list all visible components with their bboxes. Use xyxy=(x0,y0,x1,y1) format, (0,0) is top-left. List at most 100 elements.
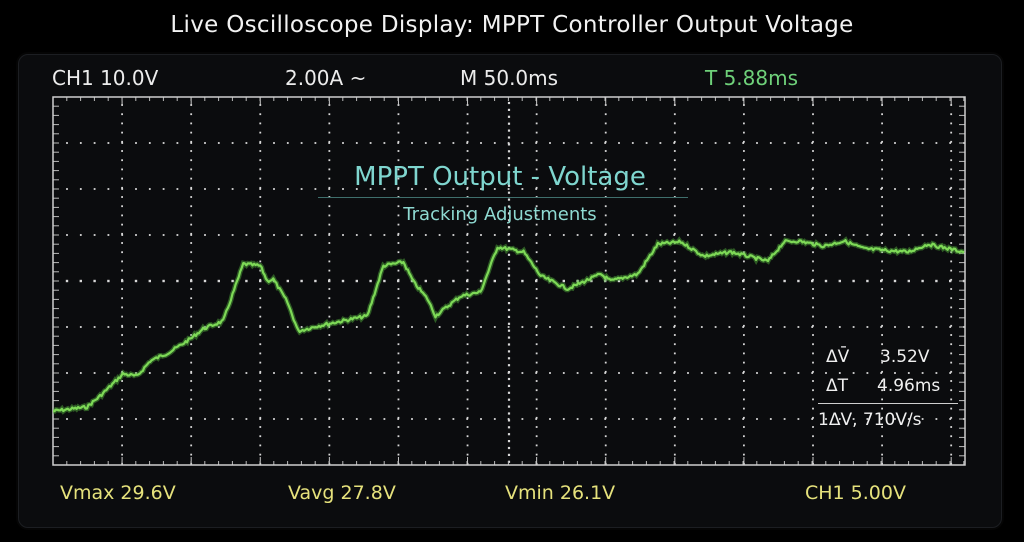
grid-dot xyxy=(535,131,538,134)
grid-dot xyxy=(950,407,953,410)
grid-dot xyxy=(397,416,400,419)
grid-dot xyxy=(217,279,220,283)
grid-dot xyxy=(466,150,469,152)
grid-dot xyxy=(79,326,82,328)
grid-dot xyxy=(162,142,165,144)
grid-dot xyxy=(604,297,607,300)
grid-dot xyxy=(397,205,400,208)
grid-dot xyxy=(535,188,538,190)
grid-dot xyxy=(769,234,772,236)
grid-dot xyxy=(880,418,883,420)
grid-dot xyxy=(631,372,634,374)
grid-center-dot xyxy=(507,288,511,291)
grid-dot xyxy=(328,372,331,374)
grid-dot xyxy=(259,352,262,355)
grid-dot xyxy=(812,380,814,382)
grid-dot xyxy=(397,418,400,420)
grid-dot xyxy=(259,444,262,447)
grid-dot xyxy=(743,297,745,300)
grid-dot xyxy=(121,407,123,410)
grid-dot xyxy=(466,361,469,364)
grid-dot xyxy=(480,142,482,144)
grid-dot xyxy=(452,188,455,190)
grid-center-dot xyxy=(507,419,511,422)
grid-dot xyxy=(397,453,400,456)
grid-dot xyxy=(881,297,883,300)
grid-dot xyxy=(576,142,579,144)
grid-dot xyxy=(893,279,897,283)
grid-dot xyxy=(631,142,634,144)
grid-dot xyxy=(700,326,703,328)
grid-dot xyxy=(783,234,786,236)
grid-dot xyxy=(659,326,662,328)
grid-dot xyxy=(812,416,814,419)
grid-dot xyxy=(852,188,855,190)
grid-dot xyxy=(673,334,676,336)
grid-dot xyxy=(700,418,703,420)
grid-dot xyxy=(881,352,883,355)
grid-dot xyxy=(493,279,496,283)
grid-dot xyxy=(259,435,262,438)
grid-dot xyxy=(604,315,607,318)
grid-dot xyxy=(743,288,745,290)
grid-dot xyxy=(604,140,607,143)
grid-dot xyxy=(866,188,869,190)
grid-dot xyxy=(397,326,400,328)
grid-dot xyxy=(852,142,855,144)
grid-dot xyxy=(259,177,262,180)
grid-dot xyxy=(743,334,745,336)
grid-dot xyxy=(576,372,579,374)
grid-dot xyxy=(673,223,676,226)
grid-dot xyxy=(825,418,827,420)
grid-dot xyxy=(604,453,607,456)
grid-dot xyxy=(535,159,538,162)
grid-dot xyxy=(190,444,193,447)
grid-dot xyxy=(950,232,953,235)
grid-dot xyxy=(286,234,289,236)
grid-dot xyxy=(397,186,400,189)
grid-dot xyxy=(880,279,883,283)
plot-title: MPPT Output - Voltage xyxy=(354,162,646,192)
grid-dot xyxy=(452,279,455,283)
grid-dot xyxy=(245,142,248,144)
grid-dot xyxy=(811,418,814,420)
grid-dot xyxy=(535,122,538,125)
grid-dot xyxy=(328,122,331,125)
grid-dot xyxy=(121,150,123,152)
grid-dot xyxy=(812,297,814,300)
grid-center-dot xyxy=(507,281,511,284)
grid-dot xyxy=(825,326,827,328)
grid-dot xyxy=(755,279,759,283)
grid-center-dot xyxy=(507,219,511,222)
grid-dot xyxy=(535,352,538,355)
grid-center-dot xyxy=(507,440,511,443)
grid-dot xyxy=(397,113,400,116)
grid-dot xyxy=(881,168,883,171)
grid-dot xyxy=(921,372,924,374)
grid-dot xyxy=(618,418,620,420)
grid-dot xyxy=(107,142,110,144)
grid-dot xyxy=(493,188,496,190)
grid-dot xyxy=(535,288,538,290)
grid-dot xyxy=(190,242,193,244)
grid-dot xyxy=(604,131,607,134)
grid-dot xyxy=(190,113,193,116)
grid-dot xyxy=(673,435,676,438)
grid-dot xyxy=(535,398,538,401)
grid-dot xyxy=(411,326,413,328)
grid-dot xyxy=(135,418,137,420)
grid-dot xyxy=(190,188,193,190)
grid-dot xyxy=(812,251,814,254)
grid-dot xyxy=(604,370,607,373)
grid-dot xyxy=(576,234,579,236)
grid-dot xyxy=(812,140,814,143)
grid-dot xyxy=(259,214,262,217)
grid-center-dot xyxy=(507,267,511,270)
grid-dot xyxy=(881,343,883,346)
grid-dot xyxy=(950,150,953,152)
grid-dot xyxy=(466,324,469,327)
grid-dot xyxy=(535,407,538,410)
grid-dot xyxy=(121,131,123,134)
grid-dot xyxy=(424,279,427,283)
grid-center-dot xyxy=(507,295,511,298)
